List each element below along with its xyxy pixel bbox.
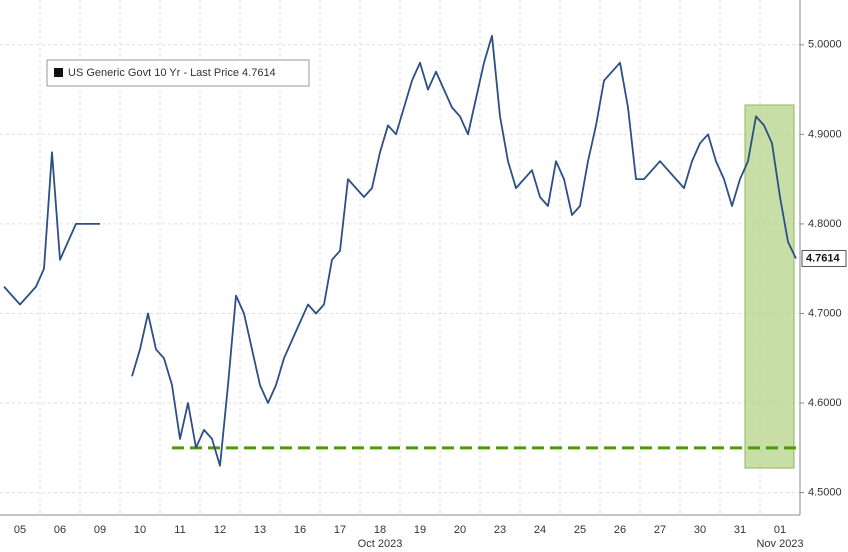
last-price-box	[801, 249, 847, 267]
y-tick-label: 4.7000	[808, 307, 842, 319]
x-tick-label: 17	[334, 524, 346, 536]
x-tick-label: 16	[294, 524, 306, 536]
x-tick-label: 24	[534, 524, 546, 536]
x-tick-label: 26	[614, 524, 626, 536]
x-tick-label: 25	[574, 524, 586, 536]
x-tick-label: 20	[454, 524, 466, 536]
x-tick-label: 19	[414, 524, 426, 536]
series-line	[3, 34, 797, 467]
x-tick-label: 01	[774, 524, 786, 536]
legend: US Generic Govt 10 Yr - Last Price 4.761…	[46, 59, 310, 87]
y-tick-label: 4.9000	[808, 128, 842, 140]
x-tick-label: 09	[94, 524, 106, 536]
last-price-label: 4.7614	[806, 252, 841, 264]
y-tick-label: 4.6000	[808, 397, 842, 409]
y-tick-label: 4.8000	[808, 218, 842, 230]
x-tick-label: 31	[734, 524, 746, 536]
x-tick-label: 10	[134, 524, 146, 536]
x-tick-label: 30	[694, 524, 706, 536]
x-tick-label: 05	[14, 524, 26, 536]
month-label: Oct 2023	[358, 538, 403, 550]
x-tick-label: 12	[214, 524, 226, 536]
legend-swatch	[54, 68, 63, 77]
plot	[3, 34, 800, 467]
y-tick-label: 5.0000	[808, 39, 842, 51]
x-tick-label: 13	[254, 524, 266, 536]
legend-label: US Generic Govt 10 Yr - Last Price 4.761…	[68, 67, 276, 79]
x-tick-label: 27	[654, 524, 666, 536]
x-tick-label: 06	[54, 524, 66, 536]
legend-box	[46, 59, 310, 87]
month-label: Nov 2023	[756, 538, 803, 550]
highlight-box	[744, 104, 795, 469]
x-tick-label: 23	[494, 524, 506, 536]
y-tick-label: 4.5000	[808, 487, 842, 499]
x-tick-label: 18	[374, 524, 386, 536]
x-tick-label: 11	[174, 524, 185, 536]
